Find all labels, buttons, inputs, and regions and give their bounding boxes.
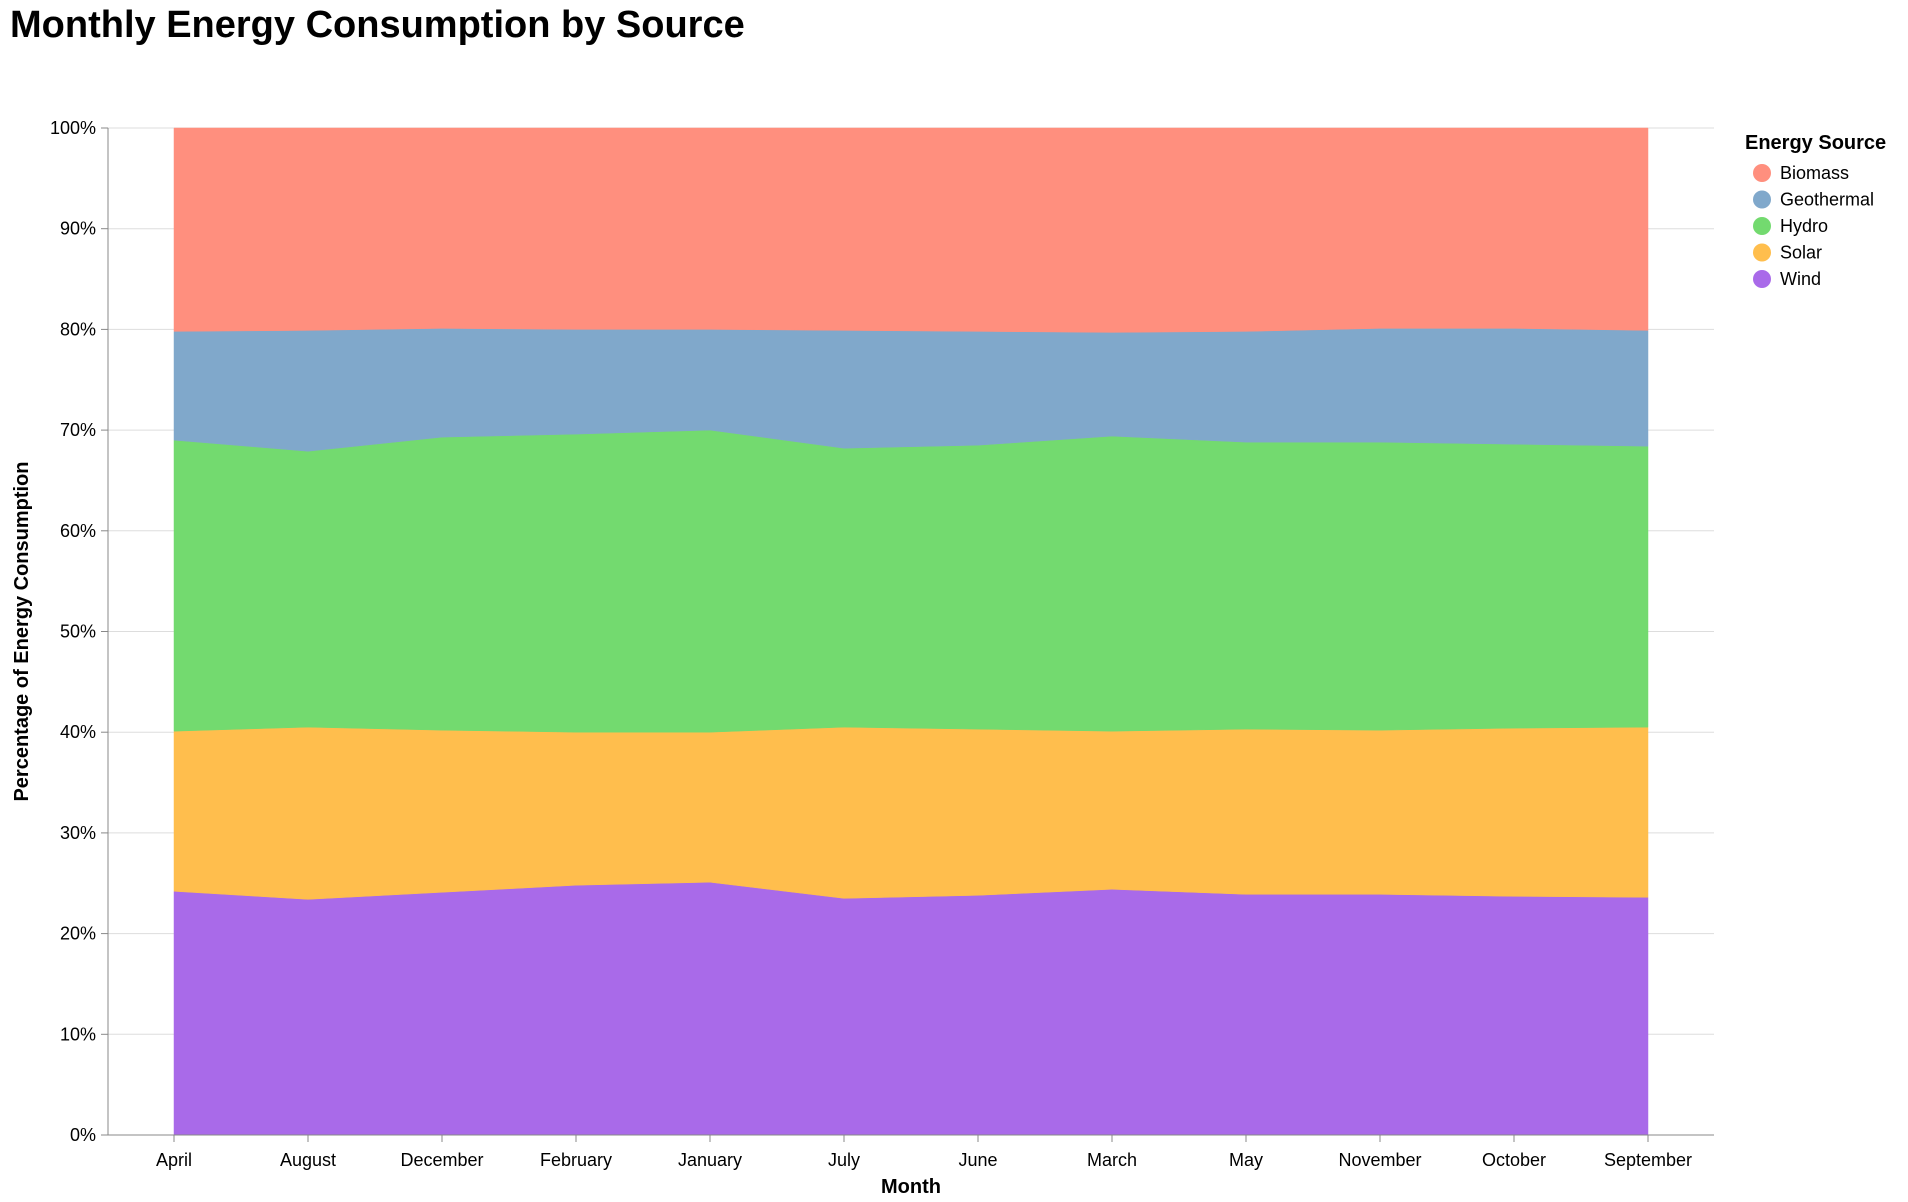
legend-title: Energy Source <box>1745 132 1886 154</box>
x-tick-label: February <box>540 1150 612 1170</box>
area-series <box>173 127 1649 1136</box>
area-wind <box>173 881 1649 1136</box>
x-tick-label: June <box>958 1150 997 1170</box>
legend-swatch-biomass <box>1753 164 1771 182</box>
legend-label-wind: Wind <box>1780 269 1821 289</box>
x-tick-label: July <box>828 1150 860 1170</box>
x-tick-label: August <box>280 1150 336 1170</box>
y-tick-label: 70% <box>60 420 96 440</box>
legend-swatch-hydro <box>1753 217 1771 235</box>
x-axis-ticks: April August December February January July Ju… <box>156 1135 1692 1170</box>
x-tick-label: December <box>400 1150 483 1170</box>
y-axis-title: Percentage of Energy Consumption <box>11 461 33 801</box>
legend-swatch-solar <box>1753 243 1771 262</box>
y-axis-ticks: 0% 10% 20% 30% 40% 50% 60% 70% 80% 90% 100% <box>50 118 108 1145</box>
x-axis-title: Month <box>881 1176 941 1198</box>
y-tick-label: 50% <box>60 622 96 642</box>
x-tick-label: October <box>1482 1150 1546 1170</box>
area-biomass <box>173 127 1649 333</box>
area-solar <box>173 726 1649 900</box>
area-geothermal <box>173 328 1649 452</box>
x-tick-label: November <box>1338 1150 1421 1170</box>
legend-swatch-wind <box>1753 270 1771 288</box>
x-tick-label: April <box>156 1150 192 1170</box>
x-tick-label: March <box>1087 1150 1137 1170</box>
y-tick-label: 0% <box>70 1125 96 1145</box>
legend-label-biomass: Biomass <box>1780 163 1849 183</box>
y-tick-label: 100% <box>50 118 96 138</box>
y-tick-label: 90% <box>60 219 96 239</box>
y-tick-label: 80% <box>60 319 96 339</box>
y-tick-label: 60% <box>60 521 96 541</box>
legend-label-geothermal: Geothermal <box>1780 190 1874 210</box>
legend-swatch-geothermal <box>1753 190 1771 209</box>
area-hydro <box>173 429 1649 733</box>
legend-label-hydro: Hydro <box>1780 216 1828 236</box>
x-tick-label: January <box>678 1150 742 1170</box>
y-tick-label: 30% <box>60 823 96 843</box>
x-tick-label: May <box>1229 1150 1263 1170</box>
y-tick-label: 40% <box>60 722 96 742</box>
legend-label-solar: Solar <box>1780 243 1822 263</box>
x-tick-label: September <box>1604 1150 1692 1170</box>
y-tick-label: 20% <box>60 924 96 944</box>
chart-title: Monthly Energy Consumption by Source <box>10 4 745 46</box>
y-tick-label: 10% <box>60 1024 96 1044</box>
legend: Energy Source Biomass Geothermal Hydro Sola… <box>1745 132 1886 289</box>
